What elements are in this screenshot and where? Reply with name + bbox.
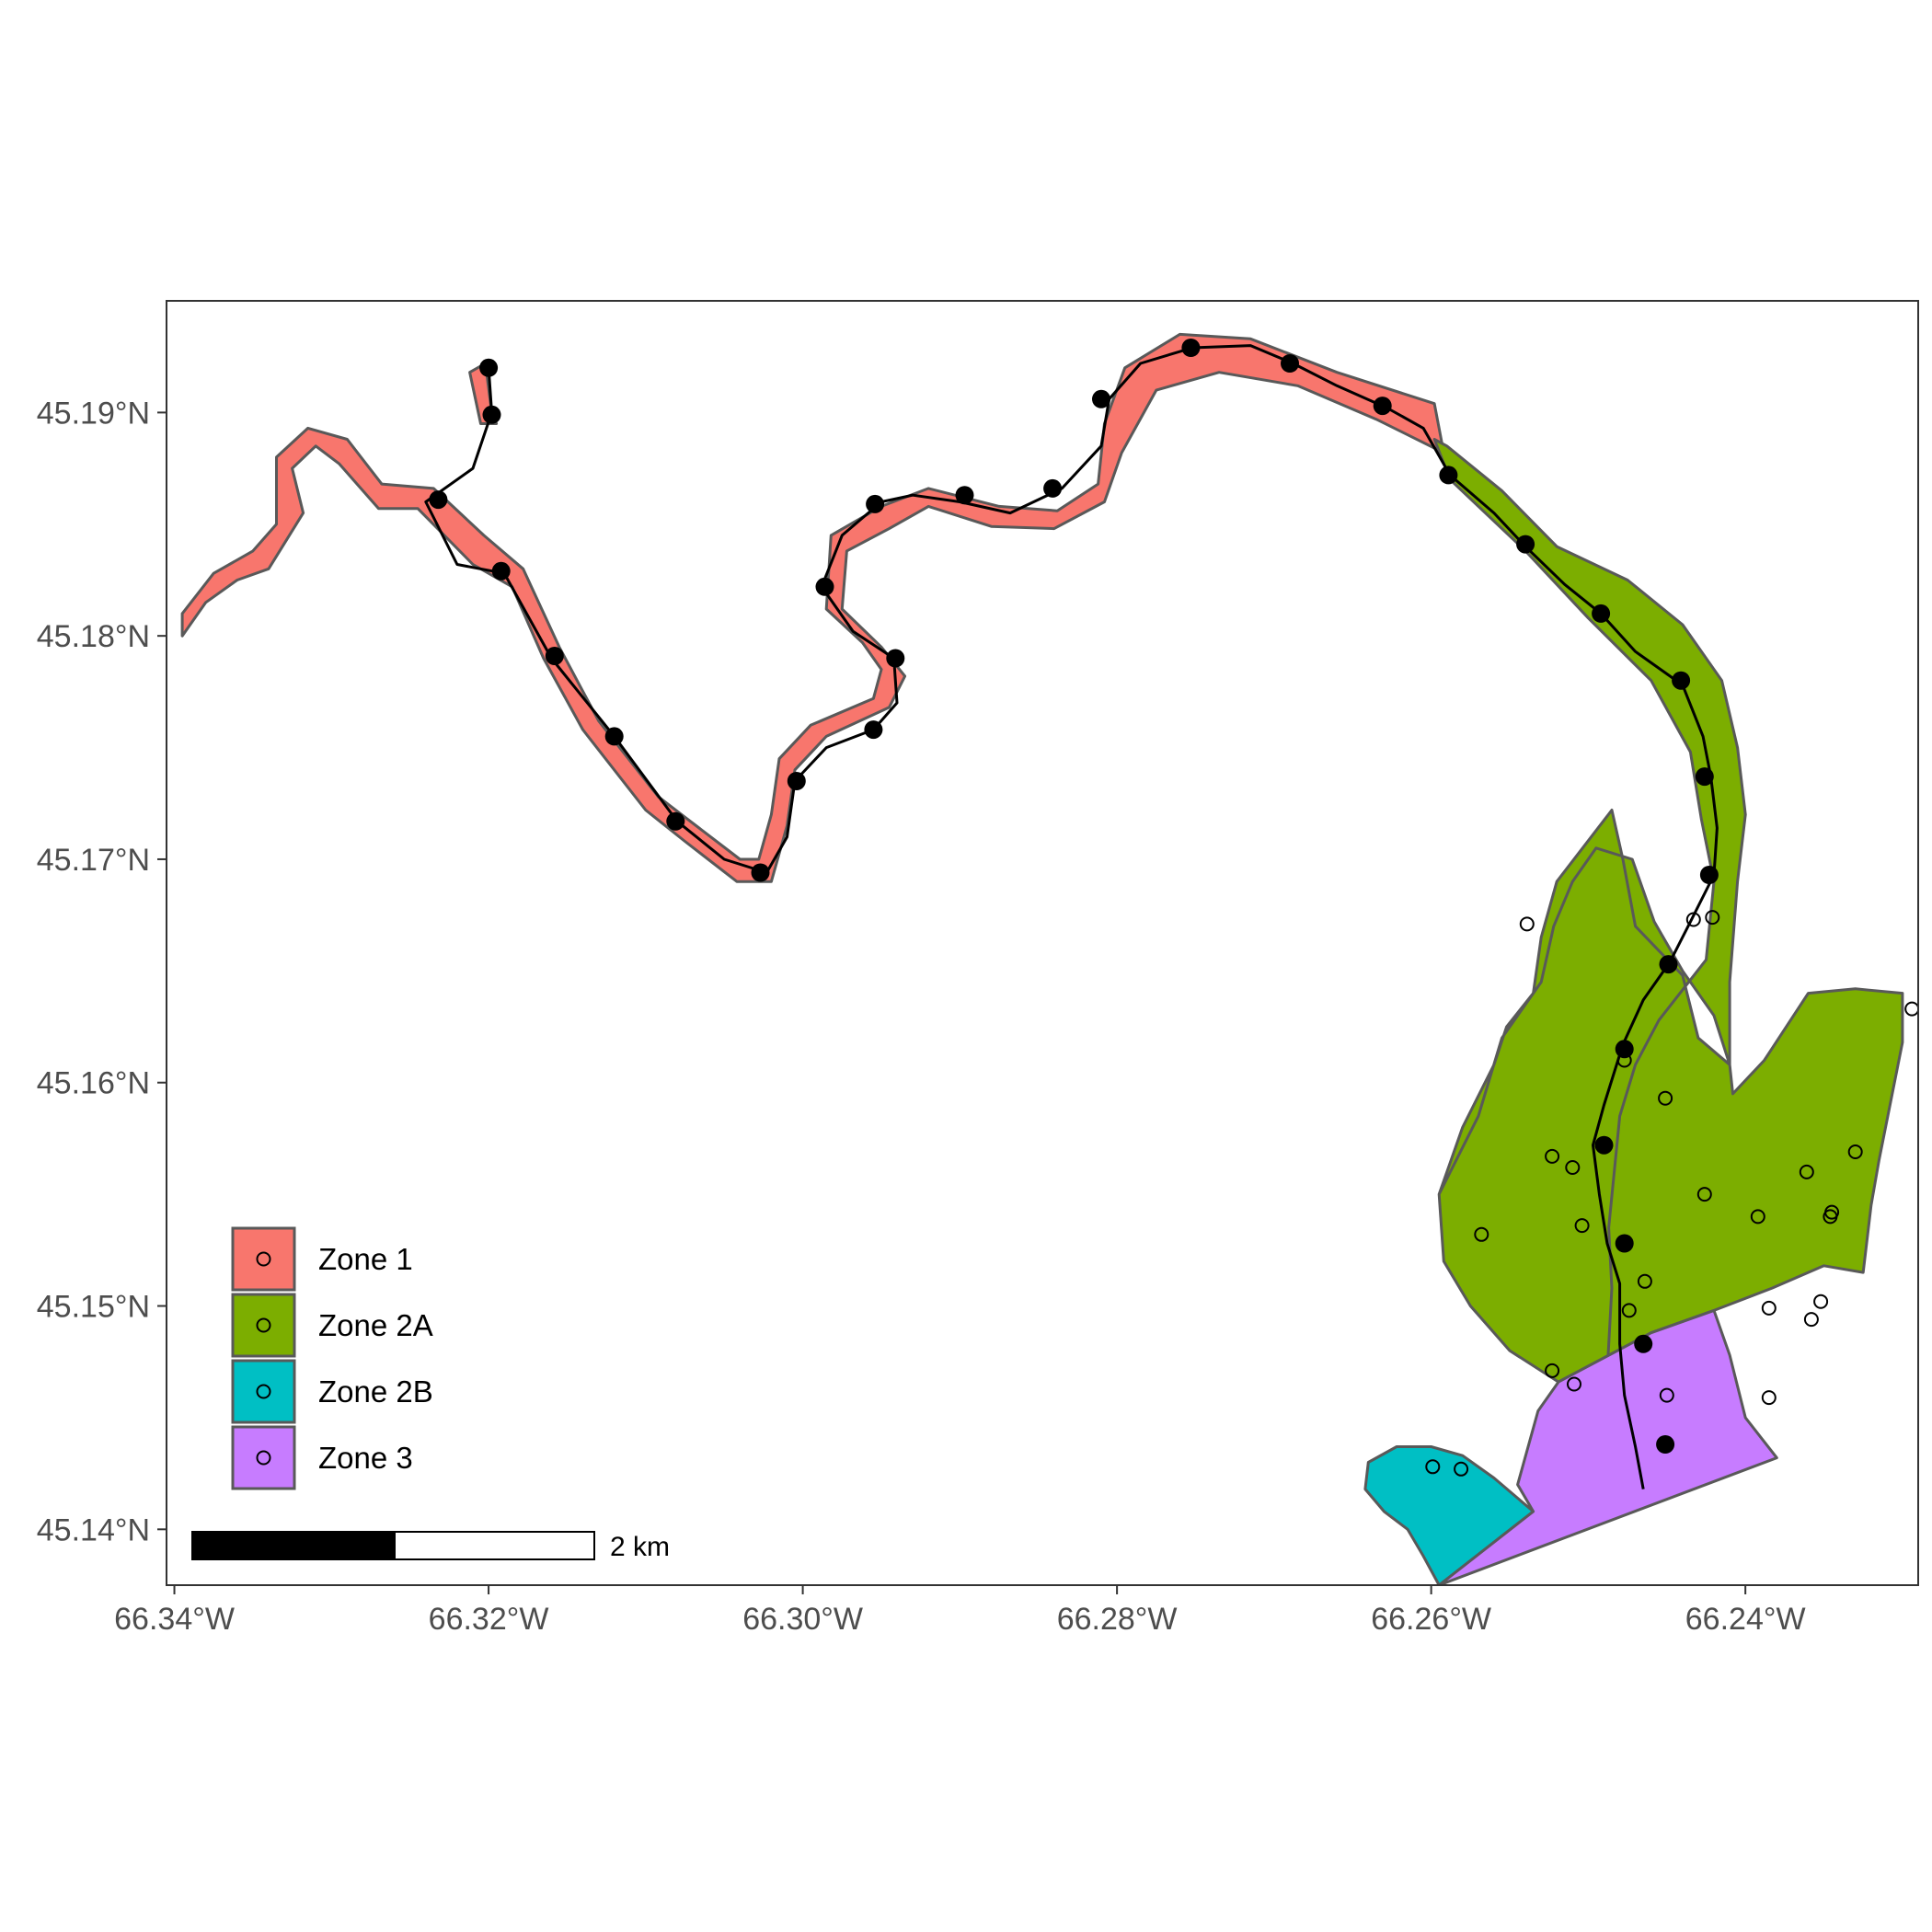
transect-point xyxy=(1634,1334,1653,1353)
sample-point xyxy=(1454,1461,1469,1477)
zone-polygon-zone-3-0 xyxy=(1437,1308,1778,1585)
sample-point xyxy=(1659,1387,1674,1403)
sample-point xyxy=(1761,1390,1777,1406)
transect-point xyxy=(1615,1234,1634,1253)
transect-point xyxy=(482,405,501,424)
legend-key-marker xyxy=(256,1317,271,1333)
transect-point xyxy=(1656,1435,1675,1454)
scale-bar-black-segment xyxy=(191,1531,396,1560)
x-tick-label: 66.30°W xyxy=(742,1602,863,1637)
transect-point xyxy=(1092,389,1110,408)
transect-point xyxy=(1439,466,1458,485)
legend-key-zone-1 xyxy=(231,1226,296,1292)
sample-point xyxy=(1545,1148,1560,1164)
sample-point xyxy=(1803,1312,1819,1328)
transect-point xyxy=(491,561,511,581)
transect-point xyxy=(429,490,448,510)
transect-point xyxy=(545,647,564,665)
thalweg-line xyxy=(424,344,1719,1489)
sample-point xyxy=(1567,1376,1581,1392)
scale-bar-label: 2 km xyxy=(610,1532,670,1562)
panel-border xyxy=(166,300,1919,1586)
transect-point xyxy=(666,811,685,831)
legend-key-zone-2a xyxy=(231,1293,296,1358)
transect-point xyxy=(1181,339,1201,357)
y-tick-label: 45.14°N xyxy=(37,1512,150,1547)
zone-polygon-zone-2b-0 xyxy=(1363,1445,1535,1585)
legend-key-marker xyxy=(256,1384,271,1399)
transect-point xyxy=(886,649,905,668)
y-tick-label: 45.15°N xyxy=(37,1290,150,1325)
transect-point xyxy=(1373,397,1392,416)
transect-point xyxy=(1615,1040,1634,1059)
transect-points-layer xyxy=(429,339,1719,1454)
sample-point xyxy=(1545,1363,1560,1378)
scale-bar: 2 km xyxy=(191,1531,670,1562)
transect-point xyxy=(1281,354,1299,373)
x-tick-label: 66.32°W xyxy=(429,1602,549,1637)
legend-label: Zone 2B xyxy=(318,1374,433,1409)
transect-point xyxy=(751,863,770,882)
sample-point xyxy=(1799,1164,1814,1179)
sample-point xyxy=(1637,1273,1652,1289)
sample-point xyxy=(1658,1090,1673,1106)
transect-point xyxy=(1695,767,1714,787)
legend-key-marker xyxy=(256,1450,271,1466)
sample-point xyxy=(1519,916,1535,932)
transect-point xyxy=(1516,535,1535,554)
sample-point xyxy=(1474,1226,1489,1242)
transect-point xyxy=(604,727,624,746)
legend-key-marker xyxy=(256,1251,271,1267)
transect-point xyxy=(1592,604,1611,623)
transect-point xyxy=(1659,955,1678,974)
y-tick-label: 45.18°N xyxy=(37,619,150,654)
transect-point xyxy=(1699,866,1719,884)
legend-label: Zone 3 xyxy=(318,1441,413,1475)
x-tick-label: 66.26°W xyxy=(1371,1602,1491,1637)
y-tick-label: 45.17°N xyxy=(37,843,150,878)
x-tick-label: 66.24°W xyxy=(1685,1602,1806,1637)
sample-point xyxy=(1696,1187,1712,1202)
y-tick-label: 45.16°N xyxy=(37,1066,150,1101)
sample-point xyxy=(1761,1300,1777,1316)
zone-polygon-zone-1-0 xyxy=(180,332,1445,883)
x-axis: 66.34°W 66.32°W 66.30°W 66.28°W 66.26°W 66.24… xyxy=(114,1585,1806,1637)
legend-key-zone-3 xyxy=(231,1425,296,1490)
transect-point xyxy=(864,720,883,740)
zone-polygon-zone-2a-0 xyxy=(1432,438,1904,1384)
x-tick-label: 66.34°W xyxy=(114,1602,235,1637)
sample-point xyxy=(1621,1303,1637,1318)
sample-point xyxy=(1823,1209,1838,1225)
sample-point xyxy=(1565,1160,1581,1175)
transect-point xyxy=(1594,1135,1614,1155)
sample-point xyxy=(1425,1459,1441,1475)
sample-point xyxy=(1574,1218,1590,1234)
transect-point xyxy=(479,358,499,377)
transect-point xyxy=(866,494,885,513)
y-axis: 45.14°N 45.15°N 45.16°N 45.17°N 45.18°N 45.19… xyxy=(37,396,167,1547)
sample-point xyxy=(1847,1144,1863,1159)
transect-point xyxy=(955,486,974,505)
transect-point xyxy=(1043,478,1063,498)
sample-point xyxy=(1705,910,1720,926)
scale-bar-white-segment xyxy=(394,1531,595,1560)
legend-key-zone-2b xyxy=(231,1359,296,1424)
sample-point xyxy=(1750,1209,1765,1225)
thalweg-layer xyxy=(424,344,1719,1489)
legend: Zone 1 Zone 2A Zone 2B Zone 3 xyxy=(231,1226,433,1490)
transect-point xyxy=(815,577,834,596)
sample-point xyxy=(1904,1001,1918,1017)
transect-point xyxy=(1672,671,1691,690)
sample-points-layer xyxy=(1425,910,1918,1477)
sample-point xyxy=(1813,1294,1829,1309)
transect-point xyxy=(787,772,806,790)
x-tick-label: 66.28°W xyxy=(1057,1602,1178,1637)
legend-label: Zone 2A xyxy=(318,1308,433,1342)
legend-label: Zone 1 xyxy=(318,1242,413,1276)
sample-point xyxy=(1685,912,1701,927)
y-tick-label: 45.19°N xyxy=(37,396,150,431)
